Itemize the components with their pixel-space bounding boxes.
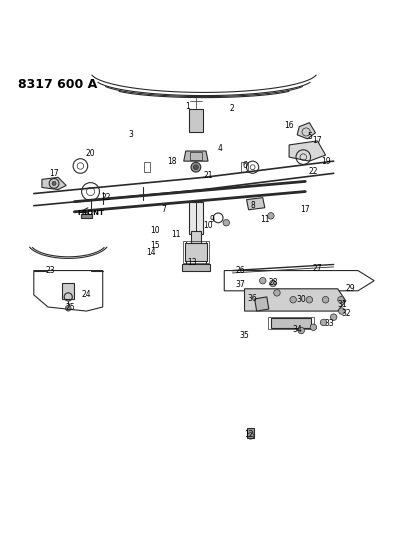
Text: 18: 18	[167, 157, 176, 166]
Text: 5: 5	[307, 132, 312, 141]
Text: 22: 22	[102, 193, 111, 202]
Text: 17: 17	[49, 169, 59, 178]
Circle shape	[322, 296, 329, 303]
Text: 13: 13	[187, 258, 197, 267]
Circle shape	[268, 213, 274, 219]
Circle shape	[65, 305, 71, 311]
Text: 26: 26	[236, 266, 245, 275]
Text: 25: 25	[65, 303, 75, 311]
Text: 23: 23	[45, 266, 55, 275]
Text: 33: 33	[325, 319, 335, 328]
Bar	[271, 318, 311, 328]
Text: 8317 600 A: 8317 600 A	[18, 78, 97, 91]
Text: 6: 6	[242, 160, 247, 169]
Text: 3: 3	[129, 130, 133, 139]
Text: 16: 16	[284, 121, 294, 130]
Bar	[185, 243, 207, 261]
Circle shape	[320, 319, 327, 326]
Text: FRONT: FRONT	[77, 209, 104, 216]
Bar	[182, 264, 210, 271]
Text: 22: 22	[309, 167, 318, 176]
Text: 20: 20	[86, 149, 95, 158]
Text: 21: 21	[203, 171, 213, 180]
Bar	[189, 109, 203, 132]
Bar	[144, 162, 150, 172]
Bar	[247, 427, 254, 438]
Polygon shape	[42, 177, 66, 190]
Bar	[62, 282, 74, 299]
Text: 2: 2	[230, 104, 235, 113]
Circle shape	[259, 278, 266, 284]
Bar	[191, 231, 201, 245]
Text: 29: 29	[345, 284, 355, 293]
Bar	[190, 152, 202, 160]
Text: 4: 4	[218, 144, 223, 154]
Bar	[183, 241, 209, 263]
Text: 15: 15	[151, 240, 160, 249]
Circle shape	[306, 296, 313, 303]
Bar	[268, 317, 315, 329]
Text: 12: 12	[244, 430, 253, 439]
Circle shape	[223, 220, 230, 226]
Polygon shape	[289, 141, 326, 161]
Bar	[189, 201, 203, 234]
Polygon shape	[255, 297, 269, 311]
Text: 14: 14	[146, 248, 156, 257]
Text: 9: 9	[210, 215, 215, 224]
Text: 17: 17	[301, 205, 310, 214]
Circle shape	[270, 280, 276, 287]
Polygon shape	[244, 289, 346, 311]
Text: 32: 32	[341, 309, 350, 318]
Text: 17: 17	[313, 136, 322, 146]
Polygon shape	[246, 198, 265, 210]
Circle shape	[339, 308, 345, 314]
Circle shape	[52, 181, 56, 185]
Text: 1: 1	[185, 102, 190, 111]
Circle shape	[193, 165, 198, 169]
Circle shape	[298, 327, 304, 334]
Circle shape	[338, 296, 344, 303]
Circle shape	[310, 324, 317, 330]
Text: 11: 11	[260, 215, 270, 224]
Text: 7: 7	[161, 205, 166, 214]
Text: 28: 28	[268, 278, 277, 287]
Text: 10: 10	[151, 225, 160, 235]
Text: 19: 19	[321, 157, 330, 166]
Text: 27: 27	[313, 264, 322, 273]
Text: 10: 10	[203, 222, 213, 230]
Circle shape	[330, 314, 337, 320]
Text: 36: 36	[248, 294, 257, 303]
Polygon shape	[297, 123, 315, 139]
Text: 24: 24	[82, 290, 91, 300]
Text: 30: 30	[296, 295, 306, 304]
Polygon shape	[184, 151, 208, 161]
Text: 34: 34	[292, 325, 302, 334]
Circle shape	[191, 163, 201, 172]
Text: 11: 11	[171, 230, 180, 239]
Bar	[82, 214, 91, 219]
Circle shape	[290, 296, 296, 303]
Text: 8: 8	[250, 201, 255, 210]
Text: 37: 37	[235, 280, 245, 289]
Circle shape	[274, 289, 280, 296]
Text: 31: 31	[337, 301, 346, 310]
Text: 35: 35	[239, 331, 249, 340]
Bar	[242, 162, 248, 172]
